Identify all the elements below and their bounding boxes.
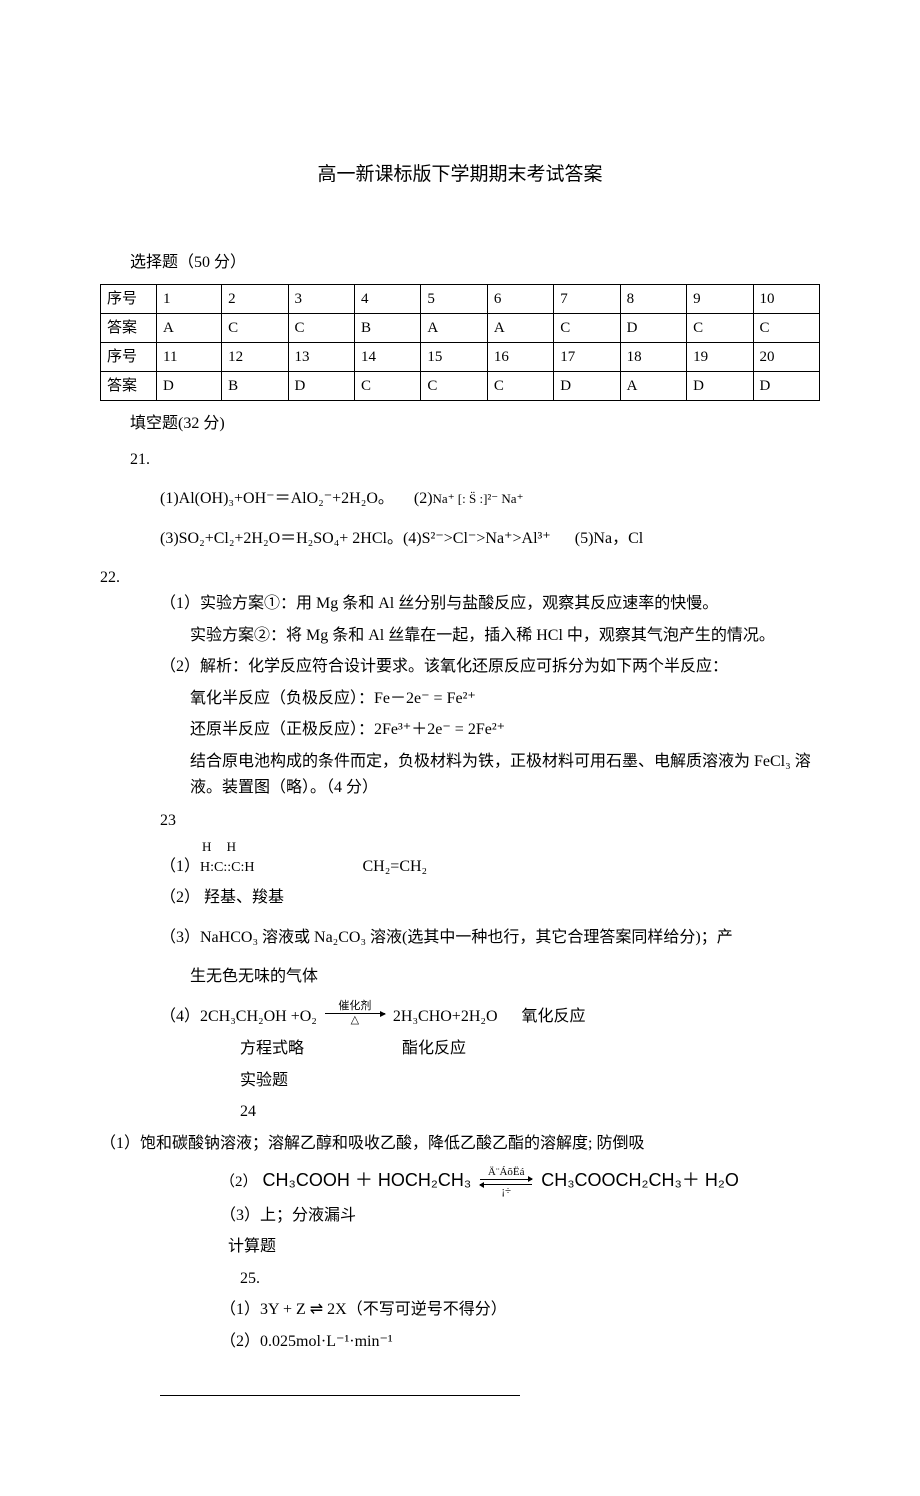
cell: D xyxy=(753,371,820,400)
cell: 9 xyxy=(687,284,753,313)
q24-label: 24 xyxy=(240,1099,820,1125)
cell: D xyxy=(157,371,222,400)
q22-2d: 结合原电池构成的条件而定，负极材料为铁，正极材料可用石墨、电解质溶液为 FeCl… xyxy=(190,749,820,800)
q22-2c: 还原半反应（正极反应）：2Fe³⁺＋2e⁻ = 2Fe²⁺ xyxy=(190,717,820,743)
q25-label: 25. xyxy=(240,1266,820,1292)
cell: 4 xyxy=(354,284,420,313)
fill-blank-heading: 填空题(32 分) xyxy=(130,411,820,437)
q23-3: （3）NaHCO₃ 溶液或 Na₂CO₃ 溶液(选其中一种也行，其它合理答案同样… xyxy=(160,925,820,951)
cell: 14 xyxy=(354,342,420,371)
cell: A xyxy=(157,313,222,342)
delta-label: △ xyxy=(325,1015,385,1026)
catalyst-label: 催化剂 xyxy=(325,1001,385,1012)
cell: B xyxy=(354,313,420,342)
equilibrium-arrow-icon: Ä¨ÁõËá ¡÷ xyxy=(480,1167,532,1197)
q23-4-left: （4）2CH₃CH₂OH +O₂ xyxy=(160,1008,317,1025)
cell: 10 xyxy=(753,284,820,313)
cell: B xyxy=(222,371,288,400)
q23-2: （2） 羟基、羧基 xyxy=(160,885,820,911)
q23-4-note: 氧化反应 xyxy=(522,1008,586,1025)
q24-2-prefix: （2） xyxy=(220,1174,258,1190)
q24-eqn-right: CH₃COOCH₂CH₃＋ H₂O xyxy=(541,1170,739,1190)
q23-label: 23 xyxy=(160,808,820,834)
page-title: 高一新课标版下学期期末考试答案 xyxy=(100,160,820,190)
table-row-header-2: 序号 11 12 13 14 15 16 17 18 19 20 xyxy=(101,342,820,371)
cell: 13 xyxy=(288,342,354,371)
q22-1b: 实验方案②：将 Mg 条和 Al 丝靠在一起，插入稀 HCl 中，观察其气泡产生… xyxy=(190,623,820,649)
q21-1-a: (1)Al(OH)₃+OH⁻＝AlO₂⁻+2H₂O。 xyxy=(160,490,394,507)
cell: C xyxy=(753,313,820,342)
q24-1: （1）饱和碳酸钠溶液；溶解乙醇和吸收乙酸，降低乙酸乙酯的溶解度; 防倒吸 xyxy=(100,1131,820,1157)
row-label: 答案 xyxy=(101,313,157,342)
q21-2-a: (3)SO₂+Cl₂+2H₂O＝H₂SO₄+ 2HCl。(4)S²⁻>Cl⁻>N… xyxy=(160,530,551,547)
cell: D xyxy=(554,371,620,400)
cell: A xyxy=(620,371,686,400)
reaction-arrow-icon: 催化剂 △ xyxy=(325,1001,385,1026)
cell: C xyxy=(288,313,354,342)
cell: A xyxy=(421,313,487,342)
experiment-heading: 实验题 xyxy=(240,1068,820,1094)
cell: D xyxy=(288,371,354,400)
cell: 17 xyxy=(554,342,620,371)
q24-eqn-left: CH₃COOH ＋ HOCH₂CH₃ xyxy=(263,1170,472,1190)
cell: C xyxy=(487,371,553,400)
cell: 2 xyxy=(222,284,288,313)
cell: C xyxy=(421,371,487,400)
cell: D xyxy=(620,313,686,342)
eqn-top-label: Ä¨ÁõËá xyxy=(480,1167,532,1178)
q21-2-b: (5)Na，Cl xyxy=(575,530,643,547)
cell: 6 xyxy=(487,284,553,313)
answer-table: 序号 1 2 3 4 5 6 7 8 9 10 答案 A C C B A A C… xyxy=(100,284,820,401)
cell: 16 xyxy=(487,342,553,371)
eqn-bot-label: ¡÷ xyxy=(480,1186,532,1197)
q23-1-right: CH₂=CH₂ xyxy=(362,858,427,875)
cell: 3 xyxy=(288,284,354,313)
q23-3b: 生无色无味的气体 xyxy=(190,964,820,990)
row-label: 序号 xyxy=(101,284,157,313)
cell: 18 xyxy=(620,342,686,371)
cell: 11 xyxy=(157,342,222,371)
cell: 8 xyxy=(620,284,686,313)
cell: 15 xyxy=(421,342,487,371)
footer-divider xyxy=(160,1395,520,1396)
q22-label: 22. xyxy=(100,565,820,591)
q22-1: （1）实验方案①：用 Mg 条和 Al 丝分别与盐酸反应，观察其反应速率的快慢。 xyxy=(160,591,820,617)
q23-4b: 方程式略 xyxy=(240,1040,304,1057)
cell: D xyxy=(687,371,753,400)
row-label: 序号 xyxy=(101,342,157,371)
q21-1-b-prefix: (2) xyxy=(414,490,433,507)
cell: C xyxy=(222,313,288,342)
q23-4-right: 2H₃CHO+2H₂O xyxy=(393,1008,498,1025)
cell: C xyxy=(354,371,420,400)
q25-1: （1）3Y + Z ⇌ 2X（不写可逆号不得分） xyxy=(220,1297,820,1323)
cell: 5 xyxy=(421,284,487,313)
q25-2: （2）0.025mol·L⁻¹·min⁻¹ xyxy=(220,1329,820,1355)
table-row-answers-1: 答案 A C C B A A C D C C xyxy=(101,313,820,342)
q22-2b: 氧化半反应（负极反应）：Fe－2e⁻ = Fe²⁺ xyxy=(190,686,820,712)
cell: A xyxy=(487,313,553,342)
cell: 7 xyxy=(554,284,620,313)
q23-4b-note: 酯化反应 xyxy=(402,1040,466,1057)
table-row-header-1: 序号 1 2 3 4 5 6 7 8 9 10 xyxy=(101,284,820,313)
mcq-heading: 选择题（50 分） xyxy=(130,250,820,276)
table-row-answers-2: 答案 D B D C C C D A D D xyxy=(101,371,820,400)
cell: 1 xyxy=(157,284,222,313)
cell: C xyxy=(554,313,620,342)
cell: C xyxy=(687,313,753,342)
cell: 19 xyxy=(687,342,753,371)
q23-1-prefix: （1） xyxy=(160,858,200,875)
ethylene-lewis-icon: H HH:C::C:H xyxy=(200,840,254,880)
calc-heading: 计算题 xyxy=(228,1234,820,1260)
q22-2: （2）解析：化学反应符合设计要求。该氧化还原反应可拆分为如下两个半反应： xyxy=(160,654,820,680)
na2s-formula-icon: Na⁺ [: S̈ :]²⁻ Na⁺ xyxy=(433,489,524,510)
q21-label: 21. xyxy=(130,447,820,473)
q24-3: （3）上；分液漏斗 xyxy=(220,1203,820,1229)
cell: 12 xyxy=(222,342,288,371)
cell: 20 xyxy=(753,342,820,371)
row-label: 答案 xyxy=(101,371,157,400)
